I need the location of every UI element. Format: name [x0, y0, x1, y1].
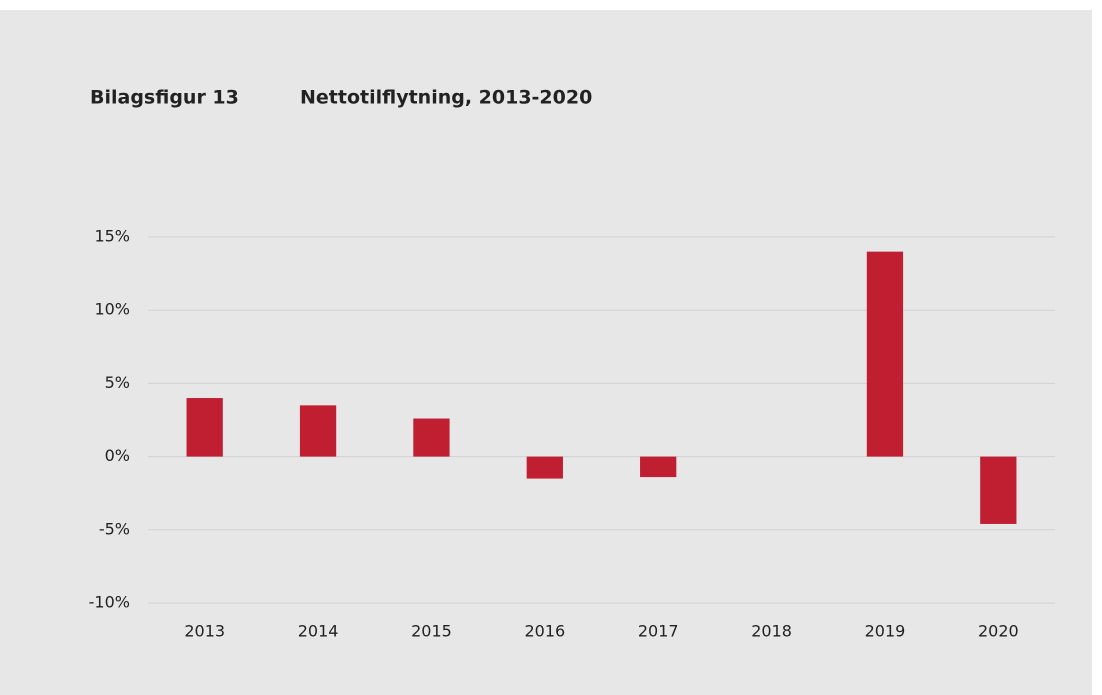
x-tick-label: 2014 — [298, 622, 339, 641]
bar — [866, 251, 904, 457]
y-tick-label: 5% — [105, 373, 130, 392]
background — [0, 10, 1092, 695]
chart-title: Nettotilflytning, 2013-2020 — [300, 87, 592, 109]
x-tick-label: 2019 — [865, 622, 906, 641]
x-tick-label: 2015 — [411, 622, 452, 641]
bar — [526, 456, 563, 479]
y-tick-label: -10% — [89, 593, 130, 612]
y-tick-label: -5% — [99, 519, 130, 538]
bar — [186, 398, 223, 457]
x-tick-label: 2017 — [638, 622, 679, 641]
x-tick-label: 2016 — [524, 622, 565, 641]
bar — [980, 456, 1017, 524]
x-tick-label: 2018 — [751, 622, 792, 641]
bar — [413, 418, 450, 457]
y-tick-label: 15% — [94, 227, 130, 246]
y-tick-label: 0% — [105, 446, 130, 465]
x-tick-label: 2020 — [978, 622, 1019, 641]
figure-label: Bilagsfigur 13 — [90, 87, 239, 109]
bar — [640, 456, 677, 478]
x-tick-label: 2013 — [184, 622, 225, 641]
bar — [299, 405, 337, 457]
y-tick-label: 10% — [94, 300, 130, 319]
